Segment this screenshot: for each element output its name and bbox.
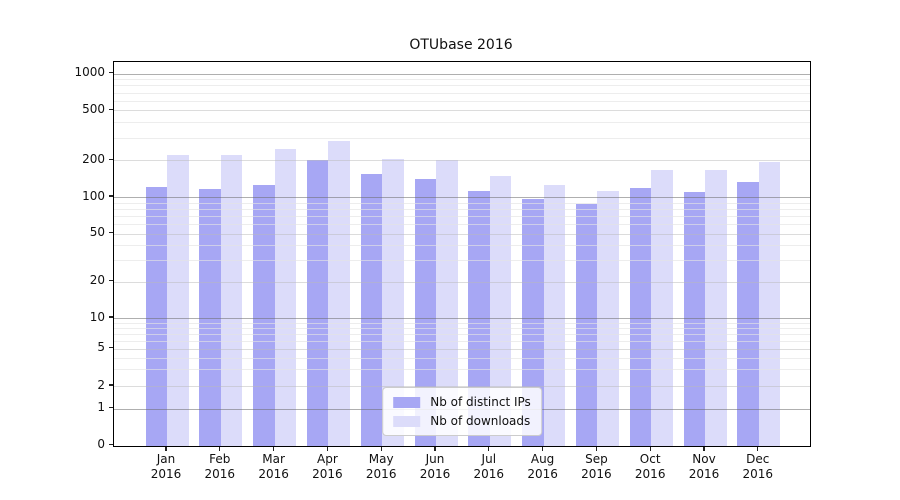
- legend-label: Nb of downloads: [430, 414, 531, 428]
- bar-distinct-ips: [575, 204, 598, 446]
- bar-downloads: [436, 159, 458, 446]
- x-tick-mark: [219, 446, 221, 451]
- x-tick-mark: [649, 446, 651, 451]
- y-tick-label: 10: [89, 309, 105, 324]
- y-tick-mark: [109, 232, 113, 234]
- y-tick-mark: [109, 280, 113, 282]
- y-tick-label: 1000: [74, 65, 105, 80]
- bar-downloads: [382, 158, 404, 446]
- plot-area: Nb of distinct IPs Nb of downloads: [113, 61, 811, 447]
- bar-distinct-ips: [199, 189, 221, 446]
- mid-gridline: [114, 160, 810, 162]
- x-tick-label: Jan 2016: [150, 452, 182, 481]
- bar-downloads: [651, 169, 673, 446]
- bar-distinct-ips: [683, 191, 705, 446]
- y-tick-label: 100: [82, 188, 105, 203]
- bar-downloads: [705, 169, 727, 446]
- bar-distinct-ips: [145, 187, 167, 446]
- x-tick-mark: [273, 446, 275, 451]
- y-tick-label: 50: [89, 225, 105, 240]
- legend: Nb of distinct IPs Nb of downloads: [382, 387, 542, 436]
- mid-gridline: [114, 110, 810, 112]
- bar-distinct-ips: [360, 174, 383, 446]
- x-tick-label: Jun 2016: [419, 452, 451, 481]
- y-tick-label: 200: [82, 151, 105, 166]
- x-tick-mark: [434, 446, 436, 451]
- bar-downloads: [220, 155, 243, 446]
- x-tick-mark: [703, 446, 705, 451]
- y-tick-label: 20: [89, 273, 105, 288]
- minor-gridline: [114, 85, 810, 87]
- x-tick-label: Sep 2016: [581, 452, 612, 481]
- y-tick-label: 2: [97, 377, 105, 392]
- x-tick-label: Dec 2016: [742, 452, 774, 481]
- x-tick-mark: [542, 446, 544, 451]
- x-tick-label: Feb 2016: [204, 452, 236, 481]
- y-tick-label: 5: [97, 340, 105, 355]
- distinct-ips-legend-swatch: [393, 396, 421, 408]
- y-tick-mark: [109, 72, 113, 74]
- major-gridline: [114, 73, 810, 75]
- x-tick-label: Apr 2016: [312, 452, 343, 481]
- bar-distinct-ips: [737, 181, 759, 446]
- bar-downloads: [758, 162, 781, 446]
- bar-distinct-ips: [629, 187, 652, 446]
- legend-item: Nb of downloads: [393, 414, 531, 428]
- legend-item: Nb of distinct IPs: [393, 395, 531, 409]
- y-tick-mark: [109, 407, 113, 409]
- x-tick-mark: [595, 446, 597, 451]
- y-tick-mark: [109, 443, 113, 446]
- minor-gridline: [114, 122, 810, 124]
- legend-label: Nb of distinct IPs: [430, 395, 531, 409]
- x-tick-mark: [326, 446, 328, 451]
- x-tick-mark: [380, 446, 382, 451]
- y-tick-label: 0: [97, 437, 105, 451]
- bar-downloads: [328, 140, 350, 446]
- minor-gridline: [114, 79, 810, 81]
- y-tick-mark: [109, 158, 113, 160]
- minor-gridline: [114, 92, 810, 94]
- bar-distinct-ips: [253, 184, 275, 446]
- y-tick-mark: [109, 316, 113, 318]
- x-tick-label: Aug 2016: [527, 452, 558, 481]
- x-tick-label: Jul 2016: [473, 452, 505, 481]
- bar-distinct-ips: [306, 160, 329, 446]
- x-tick-mark: [488, 446, 490, 451]
- x-tick-label: May 2016: [365, 452, 397, 481]
- x-tick-mark: [757, 446, 759, 451]
- bar-downloads: [597, 190, 619, 446]
- bar-downloads: [543, 185, 566, 446]
- y-tick-label: 1: [97, 400, 105, 415]
- x-tick-mark: [165, 446, 167, 451]
- y-tick-mark: [109, 384, 113, 386]
- y-tick-mark: [109, 195, 113, 197]
- x-tick-label: Oct 2016: [634, 452, 666, 481]
- y-tick-mark: [109, 108, 113, 110]
- bar-downloads: [167, 154, 189, 446]
- bar-downloads: [274, 149, 297, 446]
- y-tick-mark: [109, 347, 113, 349]
- x-tick-label: Mar 2016: [258, 452, 289, 481]
- bar-downloads: [489, 175, 512, 446]
- minor-gridline: [114, 138, 810, 140]
- y-tick-label: 500: [82, 101, 105, 116]
- x-tick-label: Nov 2016: [688, 452, 720, 481]
- minor-gridline: [114, 100, 810, 102]
- downloads-legend-swatch: [393, 415, 421, 427]
- chart-title: OTUbase 2016: [409, 37, 513, 53]
